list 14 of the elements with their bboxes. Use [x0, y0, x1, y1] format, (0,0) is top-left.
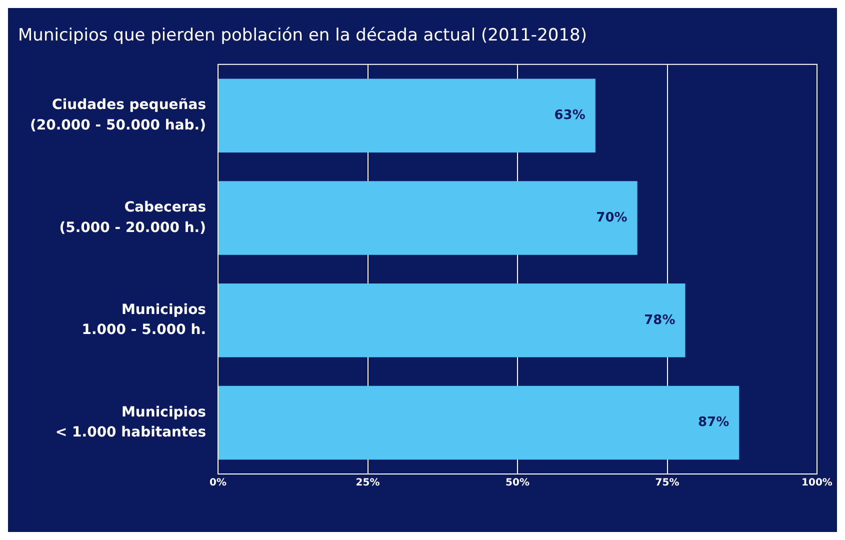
data-label: 87% [698, 415, 730, 430]
x-tick-label: 50% [506, 478, 530, 489]
x-tick-label: 0% [210, 478, 227, 489]
y-tick-label: Municipios 1.000 - 5.000 h. [82, 302, 206, 338]
x-tick-label: 75% [655, 478, 680, 489]
x-tick-label: 25% [356, 478, 380, 489]
data-label: 78% [644, 312, 676, 328]
x-tick-label: 100% [802, 478, 832, 489]
data-label: 63% [554, 108, 586, 123]
y-tick-label: Municipios < 1.000 habitantes [55, 404, 206, 441]
chart-title: Municipios que pierden población en la década actual (2011-2018) [18, 26, 587, 46]
y-tick-label: Ciudades pequeñas (20.000 - 50.000 hab.) [30, 97, 206, 134]
y-tick-label: Cabeceras (5.000 - 20.000 h.) [59, 199, 206, 236]
data-label: 70% [596, 210, 628, 226]
